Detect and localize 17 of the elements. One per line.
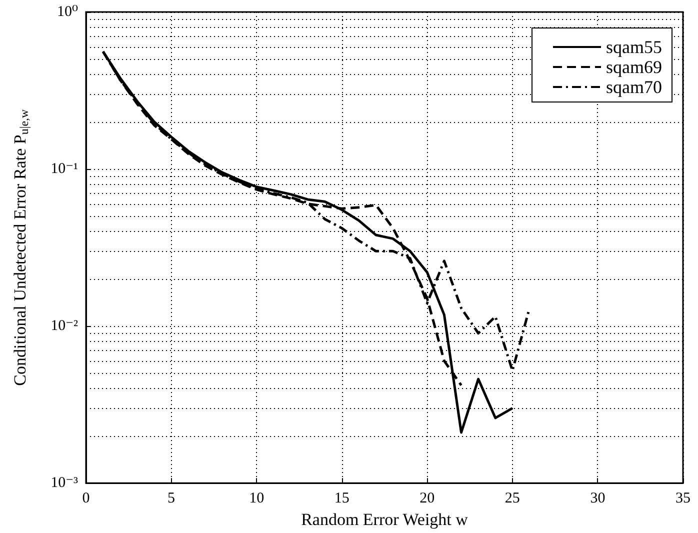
legend-label: sqam70 [606, 77, 662, 97]
x-tick-label: 30 [590, 490, 606, 507]
x-tick-label: 15 [334, 490, 350, 507]
y-tick-label: 10⁻¹ [50, 161, 78, 178]
x-tick-label: 0 [82, 490, 90, 507]
legend-label: sqam69 [606, 57, 662, 77]
x-tick-label: 25 [504, 490, 520, 507]
x-axis-title: Random Error Weight w [301, 510, 469, 529]
legend-label: sqam55 [606, 37, 662, 57]
x-tick-label: 20 [420, 490, 435, 507]
y-tick-label: 10⁻² [50, 318, 78, 334]
y-tick-label: 10⁻³ [50, 475, 78, 492]
y-axis-title: Conditional Undetected Error Rate Pu|e,w [10, 108, 31, 386]
y-tick-label: 10⁰ [56, 4, 78, 20]
x-tick-label: 5 [168, 490, 176, 507]
x-tick-label: 10 [249, 490, 264, 507]
x-tick-label: 35 [676, 490, 690, 507]
